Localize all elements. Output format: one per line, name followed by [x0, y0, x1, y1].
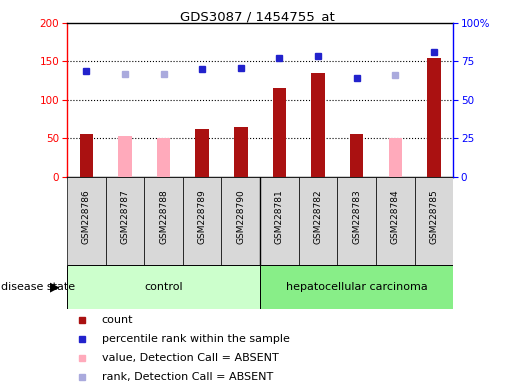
Bar	[221, 177, 260, 265]
Text: disease state: disease state	[1, 282, 75, 292]
Bar	[260, 265, 453, 309]
Bar	[427, 58, 441, 177]
Text: percentile rank within the sample: percentile rank within the sample	[102, 334, 289, 344]
Text: GSM228781: GSM228781	[275, 189, 284, 244]
Text: hepatocellular carcinoma: hepatocellular carcinoma	[286, 282, 427, 292]
Text: GSM228788: GSM228788	[159, 189, 168, 244]
Text: GDS3087 / 1454755_at: GDS3087 / 1454755_at	[180, 10, 335, 23]
Text: ▶: ▶	[50, 281, 60, 293]
Text: GSM228789: GSM228789	[198, 189, 207, 244]
Bar	[157, 138, 170, 177]
Bar	[106, 177, 144, 265]
Bar	[350, 134, 364, 177]
Text: GSM228787: GSM228787	[121, 189, 129, 244]
Text: GSM228783: GSM228783	[352, 189, 361, 244]
Bar	[388, 138, 402, 177]
Text: GSM228782: GSM228782	[314, 189, 322, 244]
Text: GSM228790: GSM228790	[236, 189, 245, 244]
Text: GSM228784: GSM228784	[391, 189, 400, 244]
Bar	[260, 177, 299, 265]
Bar	[337, 177, 376, 265]
Bar	[272, 88, 286, 177]
Text: control: control	[144, 282, 183, 292]
Text: rank, Detection Call = ABSENT: rank, Detection Call = ABSENT	[102, 371, 273, 382]
Bar	[311, 73, 325, 177]
Bar	[118, 136, 132, 177]
Text: GSM228785: GSM228785	[430, 189, 438, 244]
Text: value, Detection Call = ABSENT: value, Detection Call = ABSENT	[102, 353, 279, 363]
Bar	[67, 265, 260, 309]
Bar	[195, 129, 209, 177]
Text: GSM228786: GSM228786	[82, 189, 91, 244]
Bar	[144, 177, 183, 265]
Bar	[234, 127, 248, 177]
Bar	[183, 177, 221, 265]
Text: count: count	[102, 315, 133, 325]
Bar	[376, 177, 415, 265]
Bar	[79, 134, 93, 177]
Bar	[415, 177, 453, 265]
Bar	[299, 177, 337, 265]
Bar	[67, 177, 106, 265]
